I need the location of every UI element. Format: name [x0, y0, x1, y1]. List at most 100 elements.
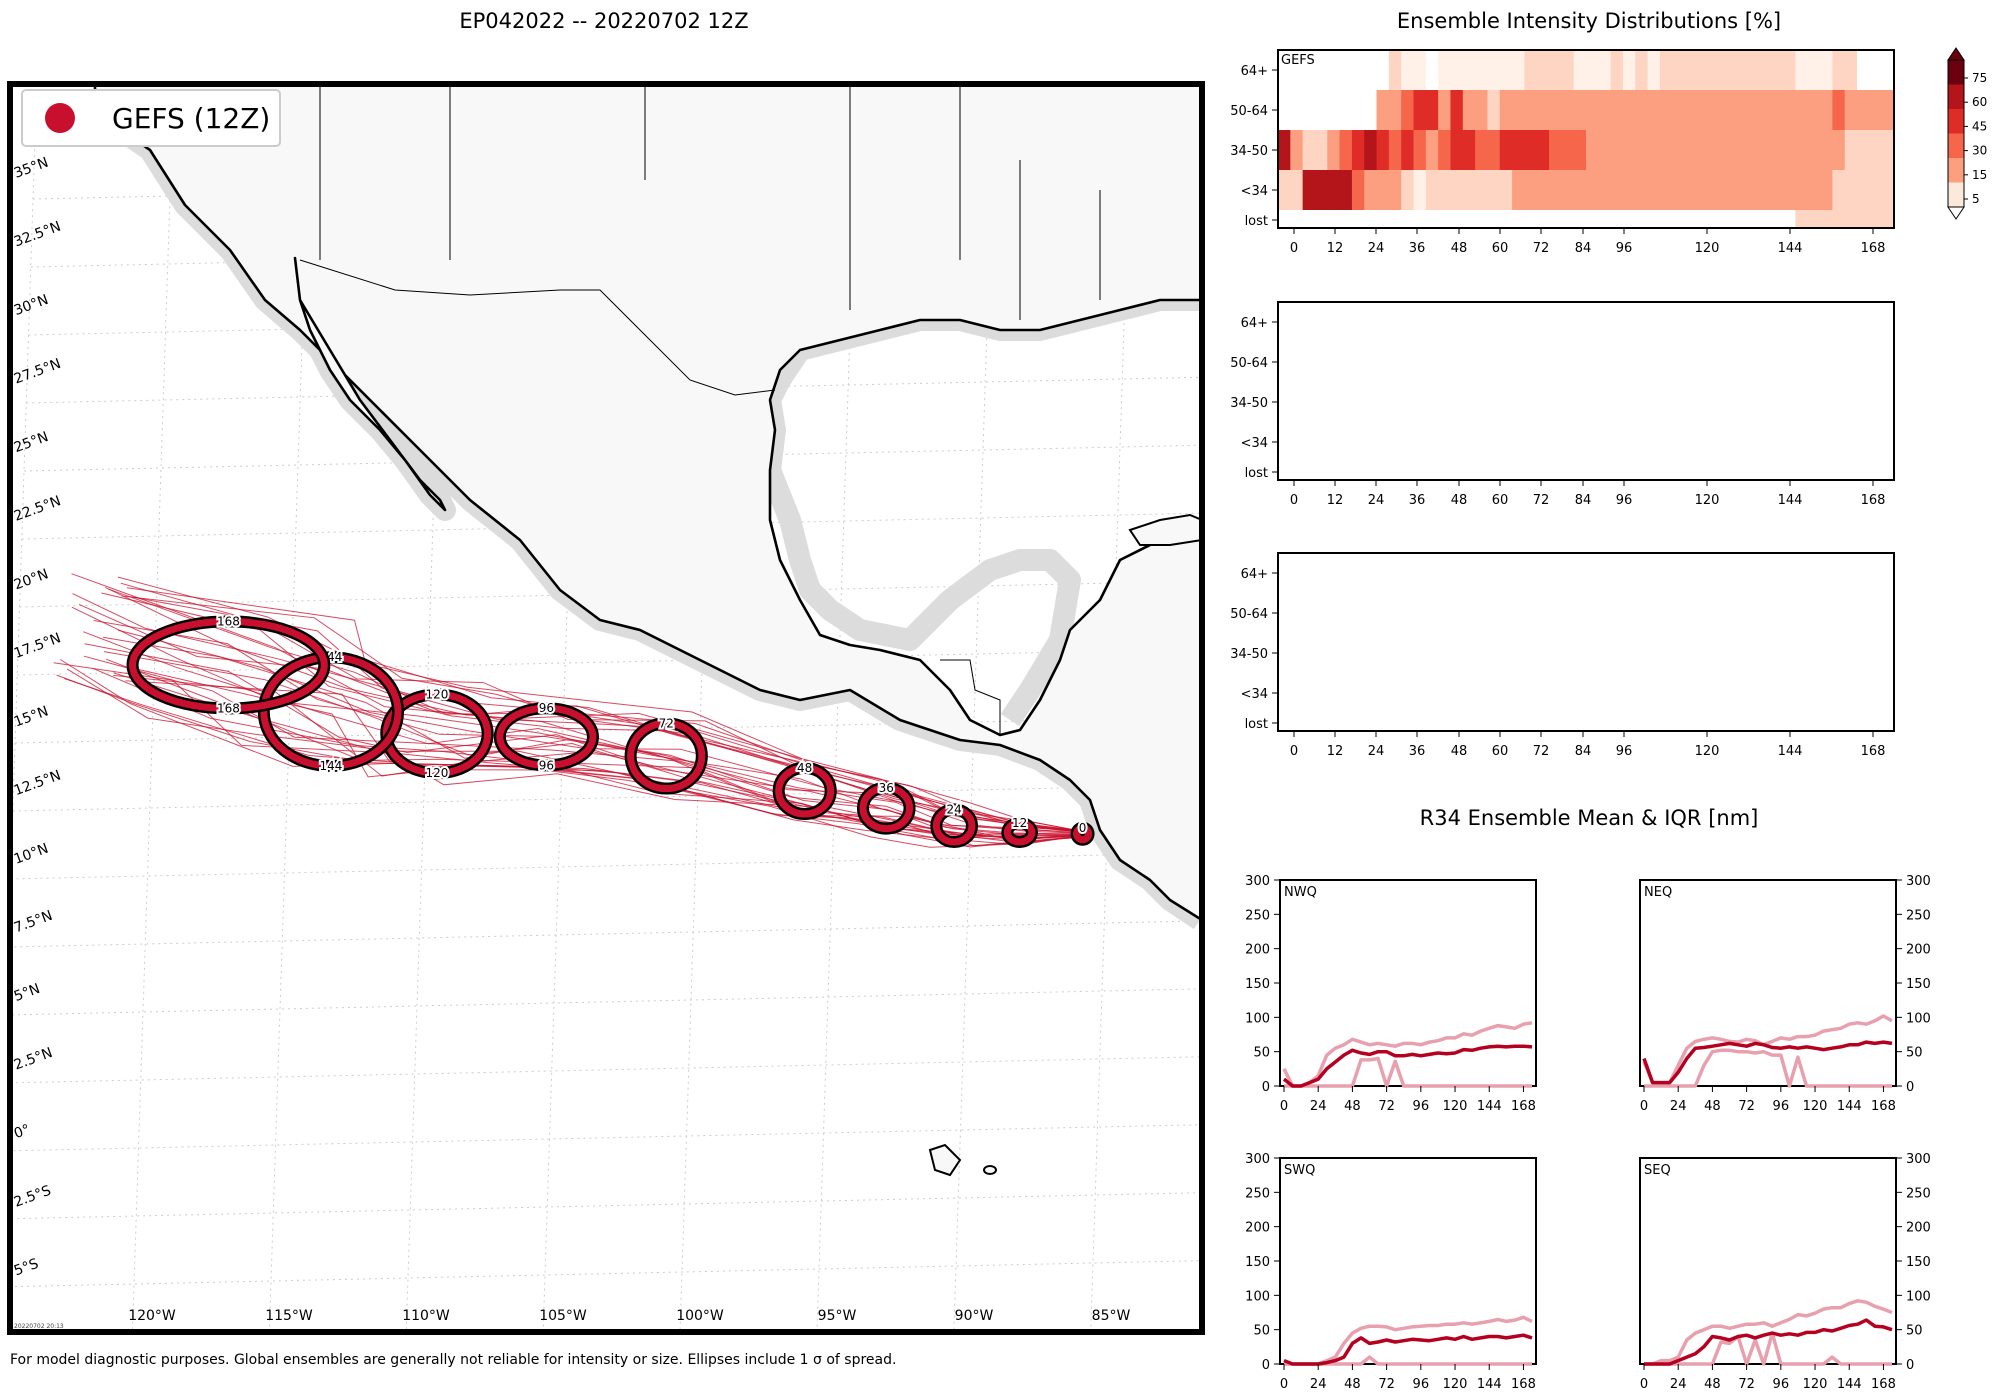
- x-tick-label: 168: [1511, 1099, 1536, 1114]
- forecast-hour-label: 120: [426, 687, 449, 701]
- intensity-cell: [1746, 130, 1760, 171]
- intensity-cell: [1290, 130, 1304, 171]
- intensity-cell: [1622, 130, 1636, 171]
- intensity-row-label: 34-50: [1230, 396, 1268, 411]
- colorbar-tick-label: 5: [1972, 192, 1980, 206]
- x-tick-label: 24: [1670, 1099, 1687, 1114]
- y-tick-label: 300: [1245, 1152, 1270, 1167]
- intensity-cell: [1536, 210, 1550, 229]
- intensity-cell: [1339, 130, 1353, 171]
- intensity-cell: [1622, 170, 1636, 211]
- intensity-cell: [1586, 210, 1599, 229]
- intensity-cell: [1857, 210, 1870, 229]
- intensity-cell: [1770, 170, 1784, 211]
- intensity-cell: [1462, 90, 1476, 131]
- intensity-panel-frame: [1277, 49, 1895, 229]
- intensity-cell: [1758, 90, 1772, 131]
- x-tick-label: 72: [1738, 1099, 1755, 1114]
- intensity-cell: [1696, 210, 1710, 229]
- x-tick-label: 0: [1640, 1377, 1648, 1392]
- intensity-cell: [1721, 130, 1735, 171]
- longitude-gridline: [405, 84, 449, 1332]
- intensity-cell: [1549, 130, 1562, 171]
- y-tick-label: 250: [1245, 908, 1270, 923]
- y-tick-label: 200: [1245, 1221, 1270, 1236]
- quadrant-label: SWQ: [1284, 1163, 1315, 1178]
- intensity-cell: [1364, 90, 1378, 131]
- intensity-cell: [1807, 90, 1821, 131]
- intensity-cell: [1635, 50, 1649, 91]
- r34-panel-frame: [1279, 879, 1537, 1087]
- intensity-cell: [1844, 90, 1858, 131]
- intensity-cell: [1462, 170, 1476, 211]
- intensity-cell: [1869, 130, 1883, 171]
- quadrant-label: NEQ: [1644, 885, 1672, 900]
- x-tick-label: 96: [1616, 493, 1633, 508]
- intensity-cell: [1635, 170, 1649, 211]
- intensity-row-label: <34: [1241, 436, 1268, 451]
- intensity-cell: [1659, 210, 1673, 229]
- intensity-cell: [1549, 170, 1562, 211]
- intensity-cell: [1425, 210, 1439, 229]
- intensity-cell: [1487, 170, 1501, 211]
- intensity-cell: [1820, 90, 1833, 131]
- intensity-cell: [1524, 210, 1538, 229]
- intensity-row-label: 50-64: [1230, 356, 1268, 371]
- intensity-cell: [1795, 210, 1809, 229]
- latitude-gridline: [21, 512, 1202, 540]
- x-tick-label: 12: [1327, 744, 1344, 759]
- longitude-label: 105°W: [539, 1308, 587, 1324]
- intensity-cell: [1672, 210, 1686, 229]
- x-tick-label: 24: [1310, 1377, 1327, 1392]
- intensity-cell: [1844, 130, 1858, 171]
- x-tick-label: 96: [1773, 1099, 1790, 1114]
- longitude-label: 120°W: [128, 1308, 176, 1324]
- intensity-cell: [1635, 90, 1649, 131]
- x-tick-label: 120: [1443, 1099, 1468, 1114]
- borders: [299, 84, 1101, 735]
- colorbar-extend-bottom: [1947, 206, 1965, 220]
- iqr-upper-line: [1644, 1299, 1893, 1366]
- iqr-upper-line: [1642, 1014, 1893, 1085]
- intensity-cell: [1487, 210, 1501, 229]
- intensity-cell: [1339, 210, 1353, 229]
- intensity-cell: [1783, 90, 1797, 131]
- intensity-cell: [1314, 130, 1328, 171]
- intensity-cell: [1647, 90, 1661, 131]
- x-tick-label: 72: [1378, 1377, 1395, 1392]
- y-tick-label: 150: [1245, 977, 1270, 992]
- intensity-cell: [1832, 170, 1846, 211]
- intensity-cell: [1425, 130, 1439, 171]
- y-tick-label: 250: [1906, 1186, 1931, 1201]
- y-tick-label: 100: [1906, 1289, 1931, 1304]
- intensity-cell: [1783, 130, 1797, 171]
- mean-line: [1283, 1333, 1533, 1366]
- intensity-cell: [1598, 210, 1612, 229]
- intensity-cell: [1672, 50, 1686, 91]
- intensity-row-label: 50-64: [1230, 104, 1268, 119]
- forecast-hour-label: 120: [426, 766, 449, 780]
- spread-ellipse: [496, 704, 597, 769]
- forecast-hour-label: 168: [217, 701, 240, 715]
- latitude-gridline: [10, 1056, 1202, 1084]
- spread-ellipse: [859, 784, 914, 833]
- legend-box: [21, 89, 281, 147]
- intensity-cell: [1635, 210, 1649, 229]
- latitude-gridline: [26, 376, 1202, 404]
- intensity-cell: [1733, 130, 1747, 171]
- y-tick-label: 200: [1245, 943, 1270, 958]
- x-tick-label: 24: [1670, 1377, 1687, 1392]
- intensity-cell: [1672, 130, 1686, 171]
- intensity-cell: [1610, 130, 1624, 171]
- intensity-cell: [1536, 170, 1550, 211]
- colorbar-tick-label: 60: [1972, 95, 1987, 109]
- x-tick-label: 0: [1280, 1377, 1288, 1392]
- intensity-cell: [1388, 90, 1402, 131]
- intensity-cell: [1376, 170, 1390, 211]
- intensity-cell: [1327, 90, 1341, 131]
- intensity-cell: [1450, 210, 1464, 229]
- intensity-cell: [1290, 210, 1304, 229]
- latitude-gridline: [19, 580, 1202, 608]
- intensity-cell: [1549, 50, 1562, 91]
- intensity-panels: GEFS 64+ 50-64 34-50 <34 lost 0 12 24 36 48 60 72 84 9…: [1230, 49, 1895, 759]
